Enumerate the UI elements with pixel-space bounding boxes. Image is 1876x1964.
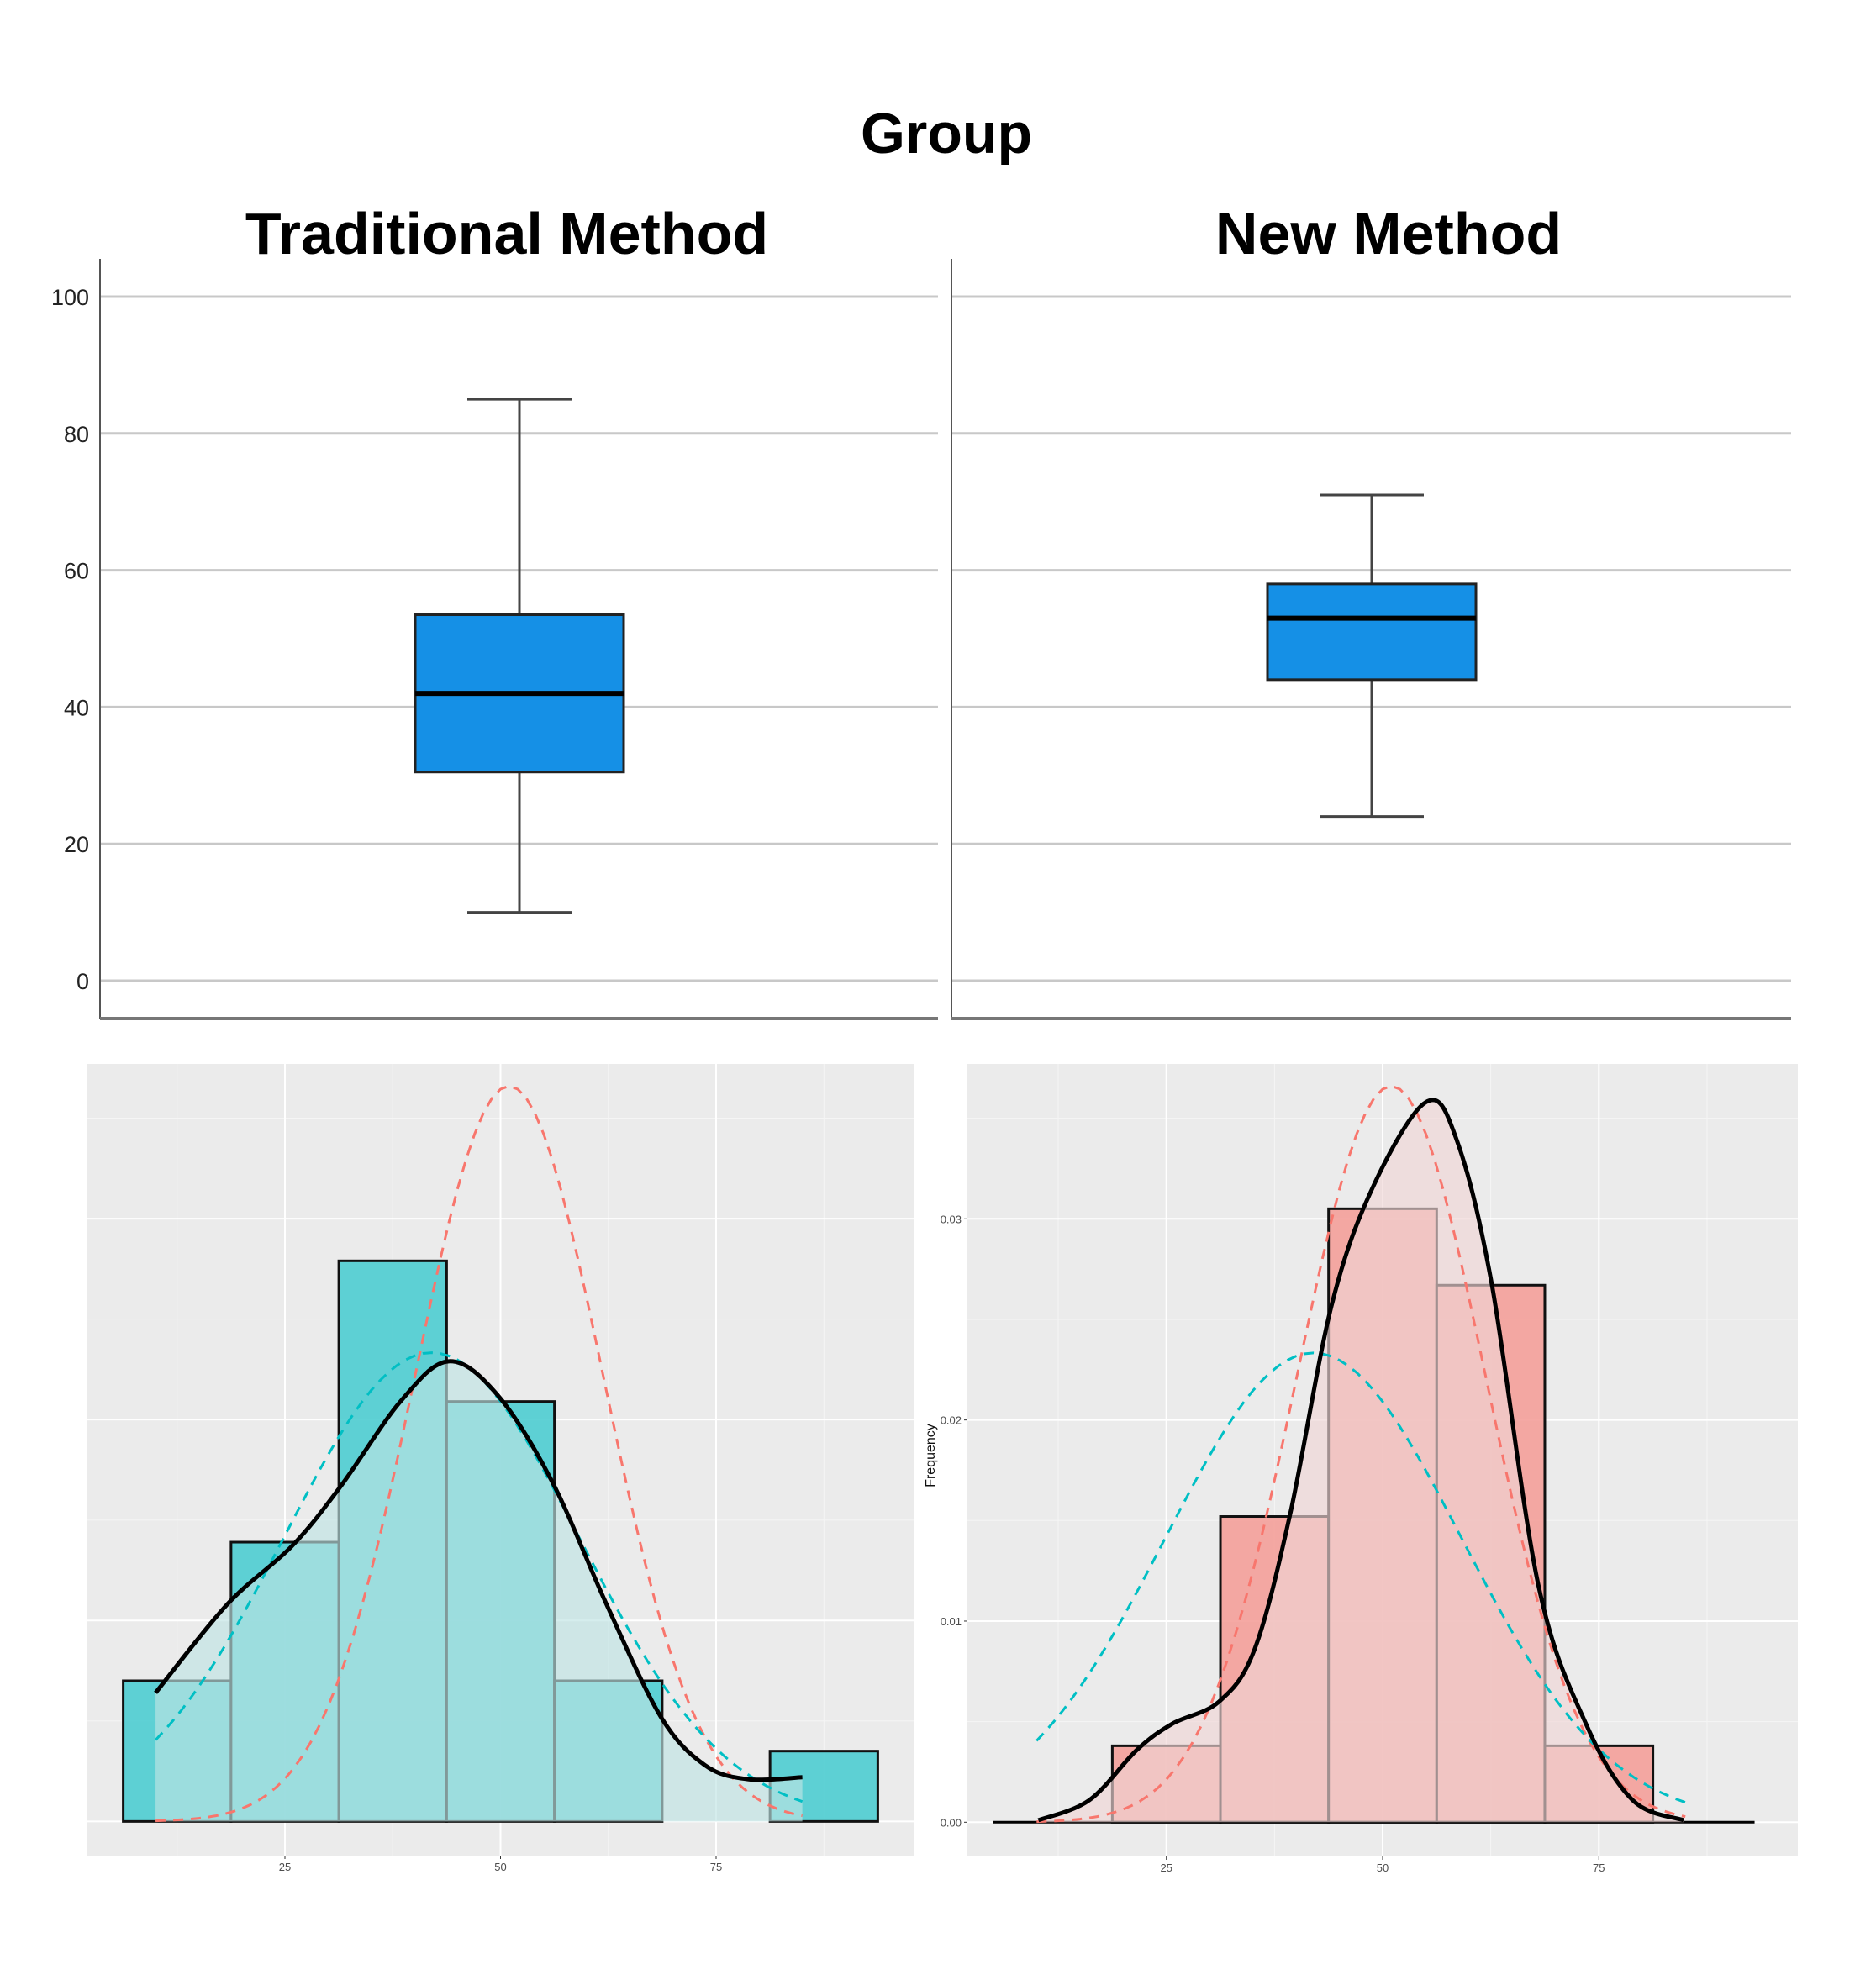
normal-curve <box>155 1084 803 1823</box>
normal-curve <box>1035 1351 1686 1804</box>
normal-curve <box>1036 1084 1686 1824</box>
boxplot-area: 0 20 40 60 80 100 <box>51 259 1791 1020</box>
x-tick-label: 25 <box>279 1861 291 1873</box>
histogram-new: 25 50 75 0.00 0.01 0.02 0.03 Frequency <box>924 1064 1798 1874</box>
facet-title: Group <box>861 102 1032 166</box>
y-tick-label: 0.01 <box>941 1615 962 1628</box>
x-tick-label: 50 <box>1377 1861 1389 1874</box>
y-axis-title: Frequency <box>924 1424 938 1487</box>
y-tick-label: 40 <box>64 695 89 720</box>
x-tick-label: 50 <box>494 1861 506 1873</box>
y-tick-label: 0.03 <box>941 1213 962 1225</box>
y-tick-label: 0 <box>76 969 89 994</box>
y-tick-label: 80 <box>64 422 89 447</box>
panel-title-traditional: Traditional Method <box>245 201 768 266</box>
y-tick-label: 0.00 <box>941 1816 962 1829</box>
density-area <box>155 1361 803 1822</box>
x-tick-label: 25 <box>1160 1861 1172 1874</box>
y-tick-label: 100 <box>51 285 89 310</box>
density-line <box>154 1359 803 1782</box>
x-tick-label: 75 <box>710 1861 722 1873</box>
y-tick-label: 60 <box>64 559 89 584</box>
panel-title-new: New Method <box>1215 201 1562 266</box>
density-line <box>1037 1098 1685 1823</box>
box-iqr <box>1266 582 1478 682</box>
x-tick-label: 75 <box>1593 1861 1605 1874</box>
density-area <box>1038 1099 1684 1823</box>
histogram-traditional: 25 50 75 <box>87 1064 914 1873</box>
y-tick-label: 0.02 <box>941 1414 962 1427</box>
normal-curve <box>155 1351 804 1803</box>
y-tick-label: 20 <box>64 832 89 857</box>
